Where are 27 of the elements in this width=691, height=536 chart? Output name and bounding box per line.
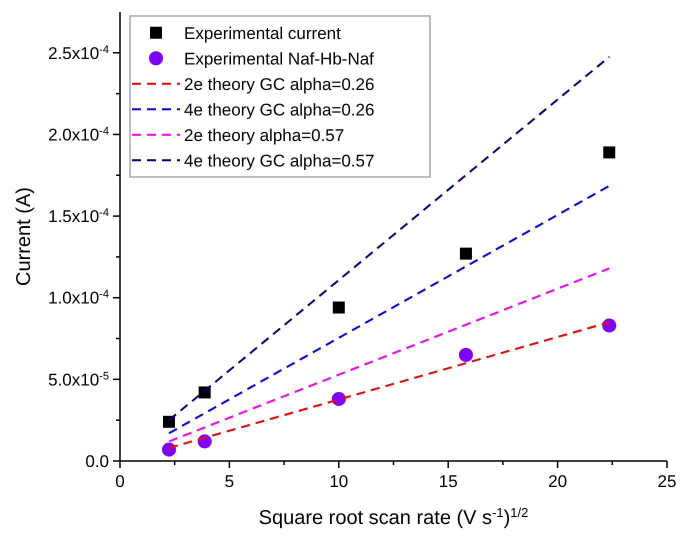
point [602, 318, 616, 332]
y-tick-label: 2.5x10$^{-4}$ [48, 44, 109, 63]
point [460, 248, 472, 260]
y-axis-title: Current (A) [13, 187, 35, 286]
legend-label: 4e theory GC alpha=0.57 [184, 151, 374, 170]
legend-label: 2e theory GC alpha=0.26 [184, 74, 374, 94]
point [458, 348, 473, 362]
point [603, 146, 616, 158]
x-tick-label: 0 [115, 472, 125, 491]
point [332, 302, 345, 314]
x-axis-title: Square root scan rate (V s$^{-1}$)$^{1/2}$ [258, 504, 528, 529]
y-tick-label: 0.0 [85, 452, 109, 471]
y-tick-label: 1.0x10$^{-4}$ [48, 288, 109, 308]
y-tick-label: 1.5x10$^{-4}$ [48, 207, 109, 226]
x-tick-label: 10 [329, 472, 348, 491]
legend-label: 4e theory GC alpha=0.26 [184, 100, 374, 120]
x-tick-label: 25 [658, 472, 676, 491]
x-tick-label: 20 [548, 472, 568, 491]
y-tick-label: 2.0x10$^{-4}$ [48, 125, 109, 144]
x-tick-label: 5 [224, 472, 234, 491]
legend-label: 2e theory alpha=0.57 [184, 126, 344, 145]
legend-label: Experimental Naf-Hb-Naf [184, 49, 374, 68]
point [163, 416, 176, 428]
y-tick-label: 5.0x10$^{-5}$ [48, 370, 109, 390]
legend-label: Experimental current [184, 24, 342, 43]
point [162, 442, 176, 457]
x-tick-label: 15 [438, 472, 458, 491]
